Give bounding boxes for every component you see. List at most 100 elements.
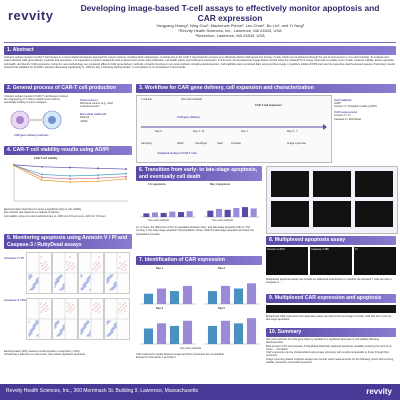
scatter-point bbox=[55, 326, 57, 328]
scatter-plot bbox=[104, 252, 130, 294]
scatter-point bbox=[92, 268, 94, 270]
scatter-point bbox=[95, 302, 97, 304]
chart-title-day3: Day 3 bbox=[156, 307, 163, 310]
tcell-diagram bbox=[10, 110, 62, 130]
scatter-point bbox=[80, 333, 82, 335]
scatter-point bbox=[36, 282, 38, 284]
scatter-point bbox=[89, 330, 91, 332]
scatter-point bbox=[110, 276, 112, 278]
nonviral-label-1: Non-viral methods bbox=[148, 219, 170, 222]
scatter-point bbox=[56, 280, 58, 282]
data-point bbox=[41, 176, 43, 179]
scatter-point bbox=[87, 281, 89, 283]
viral-item-2: Lentiviral vectors bbox=[80, 105, 100, 109]
scatter-point bbox=[32, 327, 34, 329]
car-chart-day3 bbox=[140, 320, 196, 345]
scatter-point bbox=[118, 308, 120, 310]
scatter-point bbox=[33, 328, 35, 330]
scatter-point bbox=[67, 305, 69, 307]
scatter-point bbox=[41, 265, 43, 267]
scatter-point bbox=[114, 327, 116, 329]
scatter-point bbox=[66, 261, 68, 263]
section-title: 5. Monitoring apoptosis using Annexin V … bbox=[4, 234, 132, 249]
scatter-point bbox=[61, 287, 63, 289]
scatter-point bbox=[59, 334, 61, 336]
scatter-point bbox=[98, 303, 100, 305]
scatter-point bbox=[34, 286, 36, 288]
bar bbox=[182, 285, 193, 304]
scatter-point bbox=[122, 304, 124, 306]
nonviral-item-2: mRNA bbox=[80, 119, 88, 123]
scatter-point bbox=[108, 333, 110, 335]
scatter-point bbox=[106, 321, 108, 323]
scatter-point bbox=[68, 267, 70, 269]
bar bbox=[169, 291, 180, 304]
scatter-point bbox=[68, 308, 70, 310]
scatter-point bbox=[54, 282, 56, 284]
scatter-point bbox=[56, 282, 58, 284]
scatter-point bbox=[72, 263, 74, 265]
scatter-point bbox=[107, 334, 109, 336]
scatter-point bbox=[31, 275, 33, 277]
car-chart-day2 bbox=[204, 283, 260, 305]
incubate-label: Incubate bbox=[231, 142, 241, 145]
scatter-point bbox=[120, 265, 122, 267]
figure-image-e bbox=[313, 201, 351, 227]
scatter-point bbox=[69, 311, 71, 313]
scatter-point bbox=[113, 326, 115, 328]
scatter-point bbox=[54, 327, 56, 329]
scatter-point bbox=[54, 286, 56, 288]
microscopy-image-1: Annexin V-APC bbox=[266, 247, 308, 275]
scatter-point bbox=[114, 284, 116, 286]
scatter-point bbox=[111, 330, 113, 332]
scatter-point bbox=[89, 334, 91, 336]
scatter-point bbox=[58, 276, 60, 278]
data-point bbox=[125, 172, 127, 175]
section-car-expression: 7. Identification of CAR expression Day … bbox=[136, 256, 262, 380]
data-point bbox=[125, 168, 127, 170]
scatter-point bbox=[109, 334, 111, 336]
summary-item-3: CAR expression can be characterized usin… bbox=[266, 351, 389, 358]
scatter-point bbox=[61, 275, 63, 277]
image-label-3: PI bbox=[355, 248, 358, 251]
scatter-point bbox=[28, 278, 30, 280]
section-workflow: 3. Workflow for CAR gene delivery, cell … bbox=[136, 84, 396, 163]
scatter-point bbox=[93, 263, 95, 265]
scatter-point bbox=[121, 268, 123, 270]
scatter-point bbox=[108, 321, 110, 323]
scatter-point bbox=[111, 332, 113, 334]
scatter-point bbox=[45, 302, 47, 304]
scatter-point bbox=[66, 310, 68, 312]
scatter-point bbox=[82, 327, 84, 329]
scatter-point bbox=[55, 283, 57, 285]
scatter-point bbox=[34, 325, 36, 327]
scatter-point bbox=[123, 307, 125, 309]
scatter-point bbox=[57, 320, 59, 322]
scatter-point bbox=[87, 322, 89, 324]
scatter-point bbox=[112, 286, 114, 288]
scatter-point bbox=[83, 287, 85, 289]
gene-delivery-label: CAR gene delivery bbox=[177, 116, 200, 119]
scatter-point bbox=[30, 331, 32, 333]
image-label-2: Caspase-3 488 bbox=[311, 248, 329, 251]
scatter-point bbox=[55, 322, 57, 324]
scatter-point bbox=[41, 306, 43, 308]
scatter-point bbox=[61, 330, 63, 332]
caspase-label: Caspase-3 / RubyDead bbox=[4, 298, 37, 302]
scatter-point bbox=[31, 287, 33, 289]
scatter-point bbox=[111, 328, 113, 330]
scatter-point bbox=[87, 279, 89, 281]
centrifuge-label: Centrifuge bbox=[195, 142, 207, 145]
scatter-point bbox=[60, 276, 62, 278]
scatter-point bbox=[112, 329, 114, 331]
scatter-point bbox=[61, 289, 63, 291]
bar bbox=[224, 209, 231, 217]
scatter-point bbox=[86, 280, 88, 282]
scatter-point bbox=[69, 262, 71, 264]
bar bbox=[169, 325, 180, 344]
scatter-point bbox=[62, 325, 64, 327]
scatter-point bbox=[87, 277, 89, 279]
scatter-point bbox=[33, 287, 35, 289]
bar bbox=[233, 208, 240, 217]
data-point bbox=[69, 181, 71, 183]
